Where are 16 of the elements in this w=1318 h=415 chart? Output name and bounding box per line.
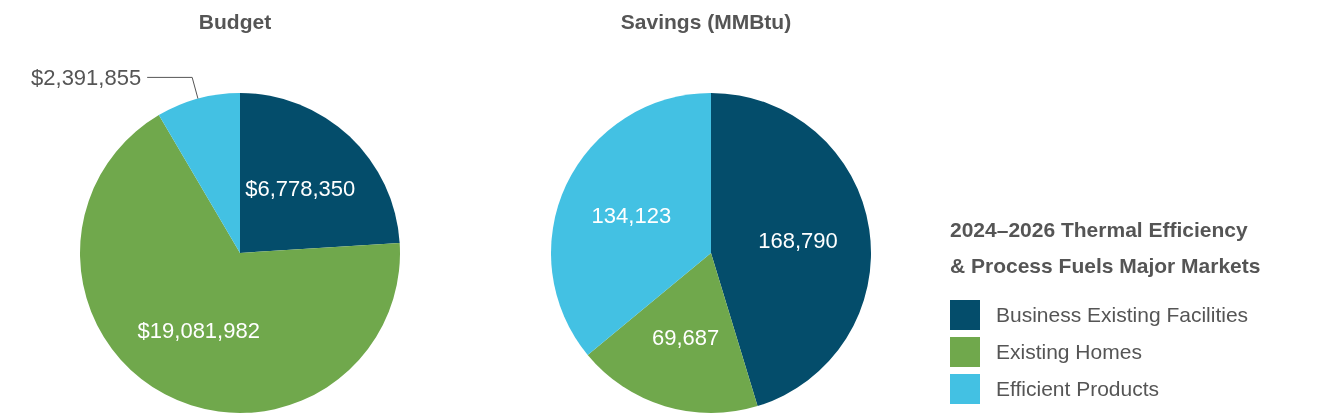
- chart-title: Budget: [197, 10, 273, 34]
- legend-label: Efficient Products: [996, 376, 1160, 401]
- pie-slice: [240, 93, 400, 253]
- pie-slice: [158, 93, 240, 253]
- chart-title: Savings (MMBtu): [619, 10, 793, 34]
- legend-title: 2024–2026 Thermal Efficiency & Process Fuels Major Markets: [950, 217, 1262, 279]
- legend-label: Business Existing Facilities: [996, 302, 1249, 327]
- data-label: 134,123: [591, 203, 672, 229]
- legend-label: Existing Homes: [996, 339, 1142, 364]
- pie-slice: [587, 253, 758, 413]
- data-label: $19,081,982: [137, 318, 260, 344]
- data-label: $2,391,855: [31, 64, 142, 90]
- data-label: 168,790: [758, 227, 838, 253]
- data-label: $6,778,350: [245, 176, 356, 202]
- pie-slice: [80, 115, 400, 413]
- data-label: 69,687: [651, 324, 720, 350]
